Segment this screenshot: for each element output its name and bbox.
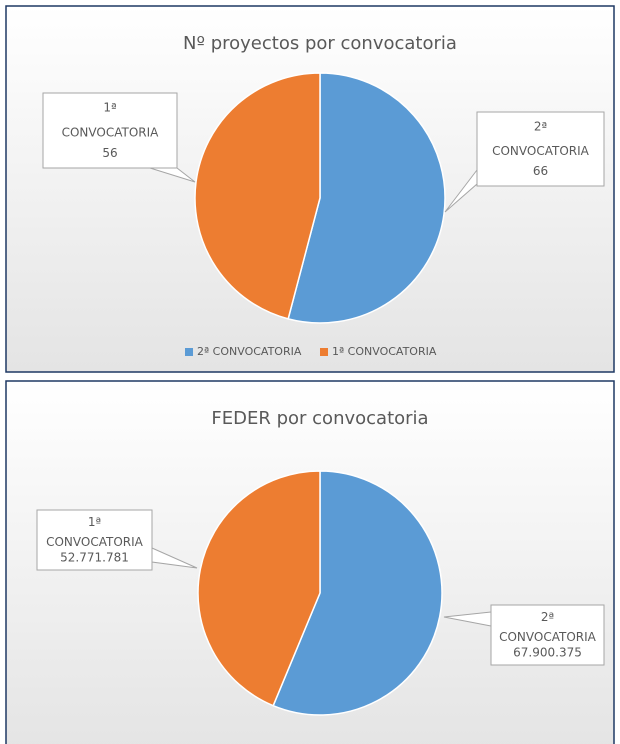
legend-label: 2ª CONVOCATORIA (197, 345, 302, 358)
legend-swatch (320, 348, 328, 356)
label-box (42, 92, 178, 169)
pie-slice (197, 470, 321, 707)
pie-slice (272, 470, 443, 716)
pie-slice (194, 72, 321, 320)
chart: Nº proyectos por convocatoria 2ª CONVOCATO… (5, 5, 615, 373)
label-category: 2ª CONVOCATORIA (499, 610, 597, 644)
legend-label: 1ª CONVOCATORIA (332, 345, 437, 358)
data-label: 1ª CONVOCATORIA 52.771.781 (36, 509, 198, 571)
label-box (490, 604, 605, 666)
label-box (476, 111, 605, 187)
label-value: 66 (533, 164, 548, 178)
chart: FEDER por convocatoria 2ª CONVOCATORIA 67.9… (5, 380, 615, 744)
label-value: 52.771.781 (60, 551, 129, 565)
legend: 2ª CONVOCATORIA 1ª CONVOCATORIA (185, 345, 437, 358)
label-value: 67.900.375 (513, 646, 582, 660)
label-box (36, 509, 153, 571)
pie-slice (287, 72, 446, 324)
label-value: 56 (102, 146, 117, 160)
data-label: 2ª CONVOCATORIA 66 (444, 111, 605, 213)
label-category: 1ª CONVOCATORIA (46, 515, 144, 549)
legend-swatch (185, 348, 193, 356)
chart-title: Nº proyectos por convocatoria (183, 33, 457, 54)
label-category: 1ª CONVOCATORIA (62, 100, 160, 139)
data-label: 2ª CONVOCATORIA 67.900.375 (443, 604, 605, 666)
chart-title: FEDER por convocatoria (211, 408, 428, 429)
label-category: 2ª CONVOCATORIA (492, 119, 590, 158)
data-label: 1ª CONVOCATORIA 56 (42, 92, 196, 183)
